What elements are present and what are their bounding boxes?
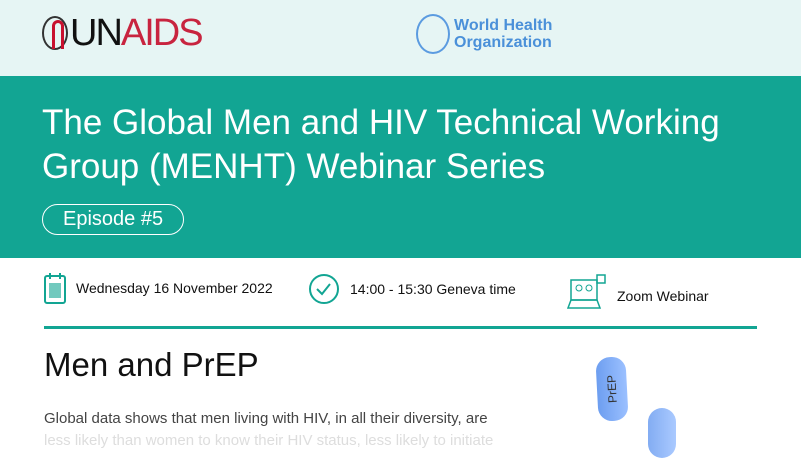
date-text: Wednesday 16 November 2022 [76,280,273,296]
platform-info: Zoom Webinar [567,274,709,310]
prep-pill-image-2 [648,408,676,458]
prep-pill-image: PrEP [595,356,629,422]
divider [44,326,757,329]
unaids-aids-text: AIDS [120,12,204,54]
unaids-logo: UNAIDS [42,12,204,54]
who-text-2: Organization [454,34,552,51]
page-title: The Global Men and HIV Technical Working… [42,103,720,186]
unaids-emblem-icon [42,16,68,50]
episode-badge: Episode #5 [42,204,185,235]
section-paragraph: Global data shows that men living with H… [44,408,504,452]
calendar-icon [44,273,66,304]
time-info: 14:00 - 15:30 Geneva time [308,273,516,305]
title-banner: The Global Men and HIV Technical Working… [0,76,801,258]
unaids-un-text: UN [70,12,123,54]
who-logo: World Health Organization [416,14,552,54]
pill-label: PrEP [604,374,620,404]
clock-icon [309,274,339,304]
who-text-1: World Health [454,17,553,34]
who-emblem-icon [416,14,450,54]
section-heading: Men and PrEP [44,346,259,383]
video-call-icon [567,274,606,309]
paragraph-line: Global data shows that men living with H… [44,410,488,427]
time-text: 14:00 - 15:30 Geneva time [350,281,516,297]
date-info: Wednesday 16 November 2022 [44,272,273,304]
logo-header: UNAIDS World Health Organization [0,0,801,76]
platform-text: Zoom Webinar [617,288,709,304]
paragraph-line: less likely than women to know their HIV… [44,432,494,449]
